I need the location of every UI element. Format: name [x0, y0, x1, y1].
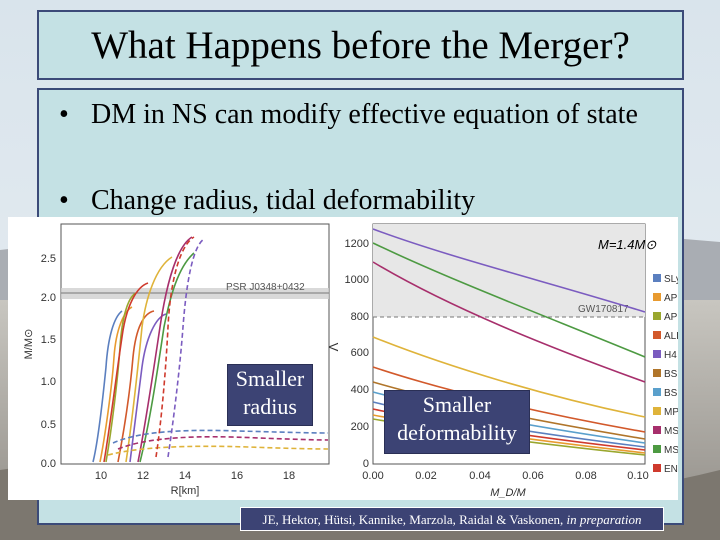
callout-line: Smaller	[235, 366, 305, 391]
mr-curve	[139, 252, 195, 463]
citation-authors: JE, Hektor, Hütsi, Kannike, Marzola, Rai…	[262, 512, 564, 527]
y-tick-label: 1000	[345, 274, 369, 286]
mr-curve	[117, 310, 155, 463]
y-tick-label: 1.5	[41, 334, 56, 346]
x-axis-label: R[km]	[171, 485, 200, 497]
legend-swatch	[653, 407, 661, 415]
legend-item: BSK21	[664, 369, 678, 380]
mr-curve	[107, 445, 329, 456]
slide-title: What Happens before the Merger?	[91, 23, 630, 67]
x-tick-label: 10	[95, 470, 107, 482]
y-axis-label: Λ	[326, 342, 341, 351]
legend-item: SLy	[664, 274, 678, 285]
legend-swatch	[653, 445, 661, 453]
x-tick-label: 0.02	[415, 470, 436, 482]
legend-swatch	[653, 426, 661, 434]
bullet-text: Change radius, tidal deformability	[91, 185, 476, 216]
legend-swatch	[653, 369, 661, 377]
y-axis-label: M/M⊙	[23, 329, 35, 360]
mr-curve	[137, 236, 193, 463]
x-tick-label: 12	[137, 470, 149, 482]
legend-swatch	[653, 274, 661, 282]
x-tick-label: 18	[283, 470, 295, 482]
x-tick-label: 0.08	[575, 470, 596, 482]
bullet-symbol: •	[59, 99, 69, 130]
mr-curve	[103, 282, 149, 463]
callout-line: Smaller	[422, 392, 492, 417]
callout-line: radius	[243, 394, 297, 419]
legend-swatch	[653, 312, 661, 320]
mr-curve	[125, 256, 173, 463]
lambda-curve	[372, 336, 646, 418]
y-tick-label: 200	[351, 421, 369, 433]
legend-item: MS1B	[664, 445, 678, 456]
x-tick-label: 0.00	[362, 470, 383, 482]
x-tick-label: 0.06	[522, 470, 543, 482]
x-tick-label: 14	[179, 470, 191, 482]
left-plot-frame	[60, 223, 330, 465]
mr-curve	[112, 429, 329, 444]
legend-item: BSK20	[664, 388, 678, 399]
right-plot-title: M=1.4M⊙	[598, 237, 656, 252]
mr-curve	[92, 310, 123, 463]
legend-swatch	[653, 350, 661, 358]
deformability-plot: GW170817 M=1.4M⊙ 0 200 400 600 800 1000 …	[326, 223, 656, 499]
legend-item: H4	[664, 350, 677, 361]
legend-item: MPA1	[664, 407, 678, 418]
lambda-curve	[372, 242, 646, 358]
y-tick-label: 800	[351, 311, 369, 323]
x-tick-label: 16	[231, 470, 243, 482]
y-tick-label: 600	[351, 347, 369, 359]
x-tick-label: 0.04	[469, 470, 490, 482]
mr-curve	[117, 435, 329, 450]
psr-label: PSR J0348+0432	[226, 282, 305, 293]
bullet-text: DM in NS can modify effective equation o…	[91, 99, 638, 130]
title-box: What Happens before the Merger?	[37, 10, 684, 80]
figure-svg: PSR J0348+0432 0.0 0.5 1.0 1.5 2.0	[23, 223, 696, 499]
y-tick-label: 0.0	[41, 458, 56, 470]
callout-line: deformability	[397, 420, 517, 445]
figure-panel: PSR J0348+0432 0.0 0.5 1.0 1.5 2.0	[8, 217, 696, 500]
citation-status: in preparation	[566, 512, 642, 527]
y-tick-label: 0.5	[41, 419, 56, 431]
legend-item: APR4	[664, 293, 678, 304]
mr-curve	[129, 313, 167, 463]
legend-swatch	[653, 331, 661, 339]
legend-swatch	[653, 388, 661, 396]
x-tick-label: 0.10	[627, 470, 648, 482]
smaller-radius-callout: Smaller radius	[227, 364, 313, 426]
legend-item: MS1	[664, 426, 678, 437]
x-axis-label: M_D/M	[490, 487, 526, 499]
y-tick-label: 2.0	[41, 292, 56, 304]
y-tick-label: 400	[351, 384, 369, 396]
y-tick-label: 2.5	[41, 253, 56, 265]
y-tick-label: 0	[363, 458, 369, 470]
bullet-symbol: •	[59, 185, 69, 216]
smaller-deformability-callout: Smaller deformability	[384, 390, 530, 454]
legend-item: APR3	[664, 312, 678, 323]
y-tick-label: 1.0	[41, 376, 56, 388]
gw-label: GW170817	[578, 304, 629, 315]
citation: JE, Hektor, Hütsi, Kannike, Marzola, Rai…	[240, 507, 664, 531]
legend-item: ALF2	[664, 331, 678, 342]
legend-swatch	[653, 464, 661, 472]
legend: SLy APR4 APR3 ALF2 H4 BSK21 BSK20 MPA1 M…	[653, 274, 696, 475]
lambda-curve	[372, 228, 646, 313]
mr-curve	[167, 238, 205, 458]
legend-item: ENG	[664, 464, 678, 475]
y-tick-label: 1200	[345, 238, 369, 250]
lambda-curve	[372, 261, 646, 383]
mass-radius-plot: PSR J0348+0432 0.0 0.5 1.0 1.5 2.0	[23, 223, 330, 497]
mr-curve	[155, 236, 195, 458]
legend-swatch	[653, 293, 661, 301]
